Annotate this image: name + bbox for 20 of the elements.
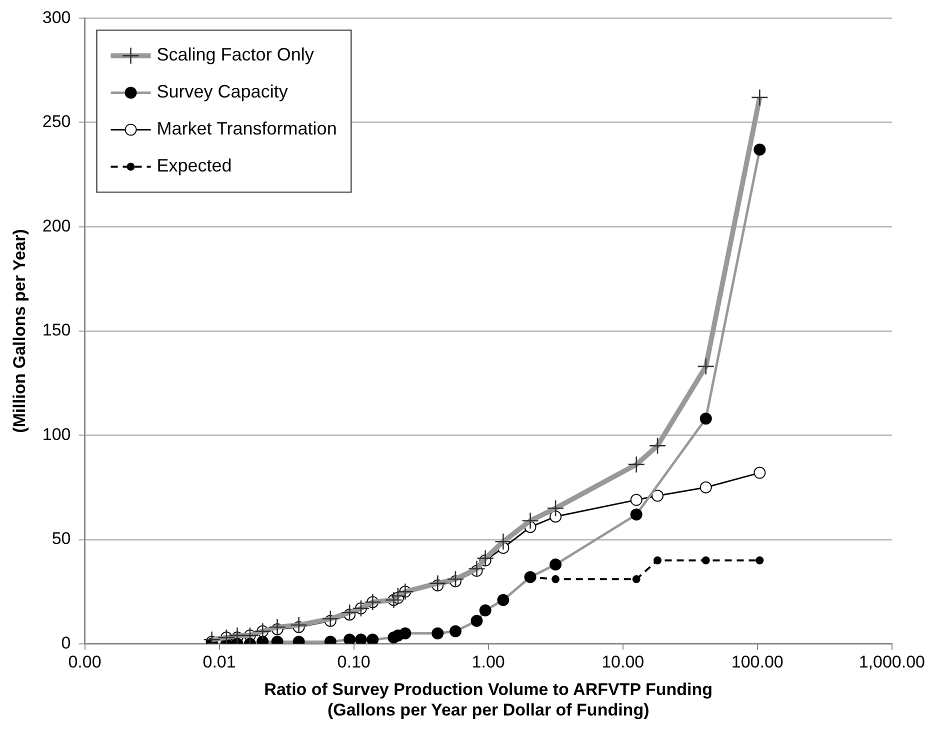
x-tick-label: 0.00 [68,652,102,672]
legend-label: Survey Capacity [156,82,288,102]
x-tick-label: 100.00 [731,652,784,672]
y-tick-label: 0 [61,633,71,652]
legend-label: Scaling Factor Only [156,44,314,65]
y-tick-label: 150 [42,320,71,340]
legend-label: Expected [156,156,232,176]
x-axis-title: Ratio of Survey Production Volume to ARFVTP Funding (Gallons per Year per Dollar of Funding) [264,680,712,720]
y-tick-label: 50 [52,529,71,548]
legend-label: Market Transformation [156,118,337,139]
x-tick-label: 1.00 [472,652,505,672]
y-tick-label: 100 [42,424,71,444]
y-tick-label: 300 [42,8,71,27]
x-tick-label: 10.00 [602,652,644,672]
y-axis-title: (Million Gallons per Year) [10,229,29,433]
x-tick-label: 0.10 [337,652,370,672]
x-tick-label: 1,000.00 [858,652,926,672]
y-tick-label: 250 [42,112,71,132]
y-tick-label: 200 [42,216,71,236]
x-tick-label: 0.01 [202,652,236,672]
